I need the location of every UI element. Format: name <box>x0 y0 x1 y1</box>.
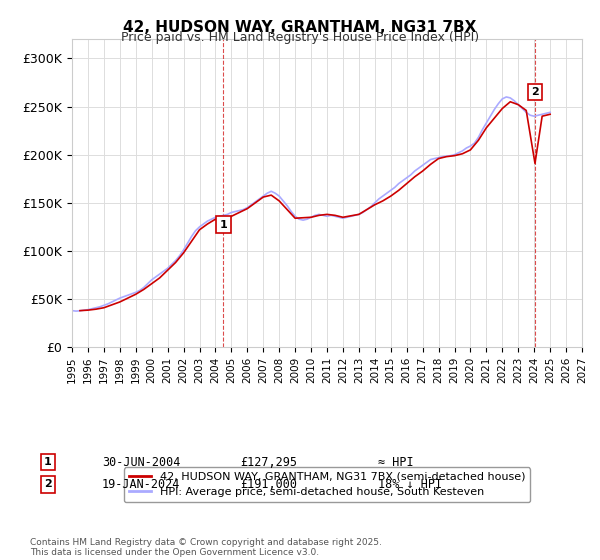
Text: Contains HM Land Registry data © Crown copyright and database right 2025.
This d: Contains HM Land Registry data © Crown c… <box>30 538 382 557</box>
Text: 18% ↓ HPI: 18% ↓ HPI <box>378 478 442 491</box>
Text: 2: 2 <box>531 87 539 97</box>
Text: 19-JAN-2024: 19-JAN-2024 <box>102 478 181 491</box>
Text: 42, HUDSON WAY, GRANTHAM, NG31 7BX: 42, HUDSON WAY, GRANTHAM, NG31 7BX <box>124 20 476 35</box>
Text: 1: 1 <box>44 457 52 467</box>
Text: ≈ HPI: ≈ HPI <box>378 455 413 469</box>
Text: £191,000: £191,000 <box>240 478 297 491</box>
Legend: 42, HUDSON WAY, GRANTHAM, NG31 7BX (semi-detached house), HPI: Average price, se: 42, HUDSON WAY, GRANTHAM, NG31 7BX (semi… <box>124 468 530 502</box>
Text: £127,295: £127,295 <box>240 455 297 469</box>
Text: Price paid vs. HM Land Registry's House Price Index (HPI): Price paid vs. HM Land Registry's House … <box>121 31 479 44</box>
Text: 1: 1 <box>220 220 227 230</box>
Text: 30-JUN-2004: 30-JUN-2004 <box>102 455 181 469</box>
Text: 2: 2 <box>44 479 52 489</box>
